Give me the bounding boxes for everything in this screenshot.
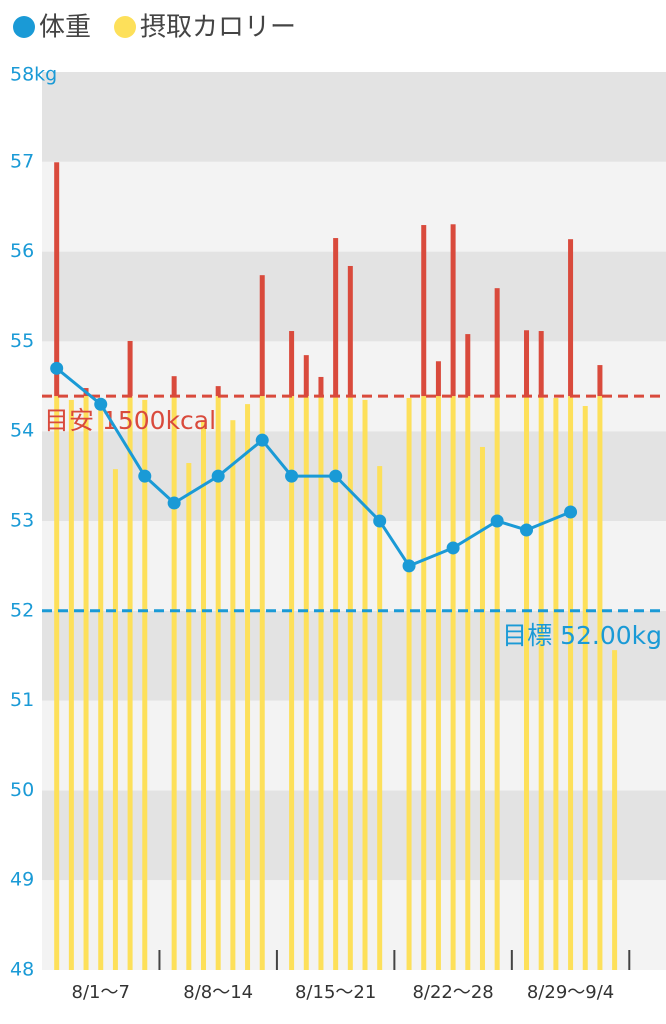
bar-over bbox=[347, 265, 353, 397]
bar-over bbox=[171, 376, 177, 397]
bar bbox=[112, 469, 118, 970]
bar-over bbox=[597, 365, 603, 397]
bar bbox=[245, 404, 251, 970]
grid-band bbox=[42, 161, 666, 252]
bar-over bbox=[54, 162, 60, 397]
bar bbox=[83, 396, 89, 971]
line bbox=[55, 367, 572, 568]
bar bbox=[553, 397, 559, 971]
point bbox=[94, 397, 108, 411]
y-tick-label: 51 bbox=[10, 689, 34, 711]
grid-band bbox=[42, 72, 666, 162]
bar-over bbox=[450, 224, 456, 397]
point bbox=[490, 514, 504, 528]
bar bbox=[127, 396, 133, 971]
bar-over bbox=[421, 225, 427, 397]
bar bbox=[494, 396, 500, 971]
bar-over bbox=[465, 334, 471, 397]
x-tick-label: 8/15〜21 bbox=[295, 982, 376, 1003]
bar bbox=[406, 397, 412, 971]
bar bbox=[186, 463, 192, 970]
point bbox=[402, 559, 416, 573]
legend-label: 体重 bbox=[39, 13, 91, 43]
legend-marker bbox=[13, 16, 35, 38]
bar bbox=[303, 396, 309, 971]
point bbox=[564, 505, 578, 519]
bar bbox=[362, 399, 368, 971]
y-tick-label: 58kg bbox=[10, 64, 57, 86]
y-tick-label: 53 bbox=[10, 510, 34, 532]
bar bbox=[582, 406, 588, 970]
bar bbox=[98, 397, 104, 971]
bar bbox=[230, 420, 236, 970]
bar bbox=[465, 396, 471, 971]
x-tick-label: 8/29〜9/4 bbox=[527, 982, 614, 1003]
point bbox=[50, 361, 64, 375]
x-tick-label: 8/1〜7 bbox=[72, 982, 130, 1003]
bar-over bbox=[215, 386, 221, 397]
reference-label: 目安 1500kcal bbox=[44, 406, 216, 435]
bar bbox=[377, 466, 383, 970]
bar-over bbox=[303, 355, 309, 397]
y-tick-label: 49 bbox=[10, 869, 34, 891]
y-tick-label: 52 bbox=[10, 599, 34, 621]
bar bbox=[318, 396, 324, 971]
bar bbox=[259, 396, 265, 971]
y-tick-label: 57 bbox=[10, 150, 34, 172]
point bbox=[211, 469, 225, 483]
y-tick-label: 48 bbox=[10, 959, 34, 981]
bar bbox=[54, 396, 60, 971]
bar bbox=[524, 396, 530, 971]
point bbox=[373, 514, 387, 528]
bar-over bbox=[318, 376, 324, 397]
x-tick-label: 8/8〜14 bbox=[183, 982, 253, 1003]
bar-over bbox=[538, 331, 544, 397]
reference-label: 目標 52.00kg bbox=[502, 621, 662, 650]
point bbox=[329, 469, 343, 483]
bar bbox=[612, 650, 618, 970]
bar bbox=[568, 396, 574, 971]
legend-label: 摂取カロリー bbox=[140, 13, 296, 43]
y-tick-label: 56 bbox=[10, 240, 34, 262]
bar bbox=[450, 396, 456, 971]
point bbox=[285, 469, 299, 483]
bar bbox=[333, 396, 339, 971]
y-tick-label: 55 bbox=[10, 330, 34, 352]
point bbox=[167, 496, 181, 510]
bar-over bbox=[435, 361, 441, 397]
bar-over bbox=[333, 238, 339, 397]
bar bbox=[142, 399, 148, 971]
bar bbox=[479, 446, 485, 971]
bar bbox=[347, 396, 353, 971]
bar bbox=[201, 420, 207, 970]
point bbox=[255, 433, 269, 447]
bar-over bbox=[259, 275, 265, 397]
y-tick-label: 54 bbox=[10, 420, 34, 442]
point bbox=[446, 541, 460, 555]
bar-over bbox=[524, 330, 530, 397]
bar-over bbox=[289, 331, 295, 397]
bar bbox=[68, 399, 74, 971]
x-tick-label: 8/22〜28 bbox=[412, 982, 493, 1003]
bar bbox=[421, 396, 427, 971]
bar bbox=[435, 396, 441, 971]
bar bbox=[171, 396, 177, 971]
bar-over bbox=[494, 288, 500, 397]
point bbox=[520, 523, 534, 537]
legend-marker bbox=[114, 16, 137, 38]
bar-over bbox=[127, 340, 133, 397]
y-tick-label: 50 bbox=[10, 779, 34, 801]
bar bbox=[597, 396, 603, 971]
point bbox=[138, 469, 152, 483]
bar bbox=[215, 396, 221, 971]
bar-over bbox=[568, 239, 574, 397]
bar bbox=[538, 396, 544, 971]
bar bbox=[289, 396, 295, 971]
grid-band bbox=[42, 251, 666, 342]
